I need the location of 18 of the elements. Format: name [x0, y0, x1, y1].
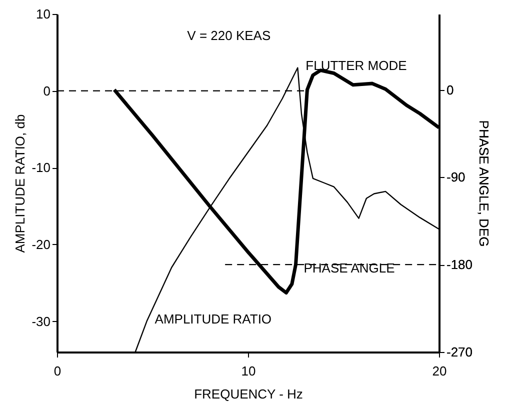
y2-tick-label: -90	[446, 170, 466, 185]
y2-tick-label: 0	[446, 82, 454, 98]
y-tick-label: 0	[43, 83, 50, 98]
y2-tick-label: -180	[446, 257, 473, 272]
y2-axis-title: PHASE ANGLE, DEG	[476, 120, 492, 247]
y-tick-label: -20	[32, 236, 50, 252]
y-axis-title: AMPLITUDE RATIO, db	[12, 114, 28, 253]
annotation: FLUTTER MODE	[306, 58, 408, 73]
y-tick-label: -30	[32, 314, 50, 329]
x-tick-label: 20	[432, 364, 447, 378]
y-tick-label: 10	[36, 6, 50, 22]
y2-tick-label: -270	[446, 344, 473, 360]
annotation: AMPLITUDE RATIO	[154, 311, 272, 326]
x-tick-label: 10	[241, 364, 256, 378]
x-tick-label: 0	[54, 364, 62, 378]
annotation: V = 220 KEAS	[187, 28, 271, 43]
x-axis-title: FREQUENCY - Hz	[194, 386, 303, 402]
y-tick-label: -10	[32, 160, 50, 176]
